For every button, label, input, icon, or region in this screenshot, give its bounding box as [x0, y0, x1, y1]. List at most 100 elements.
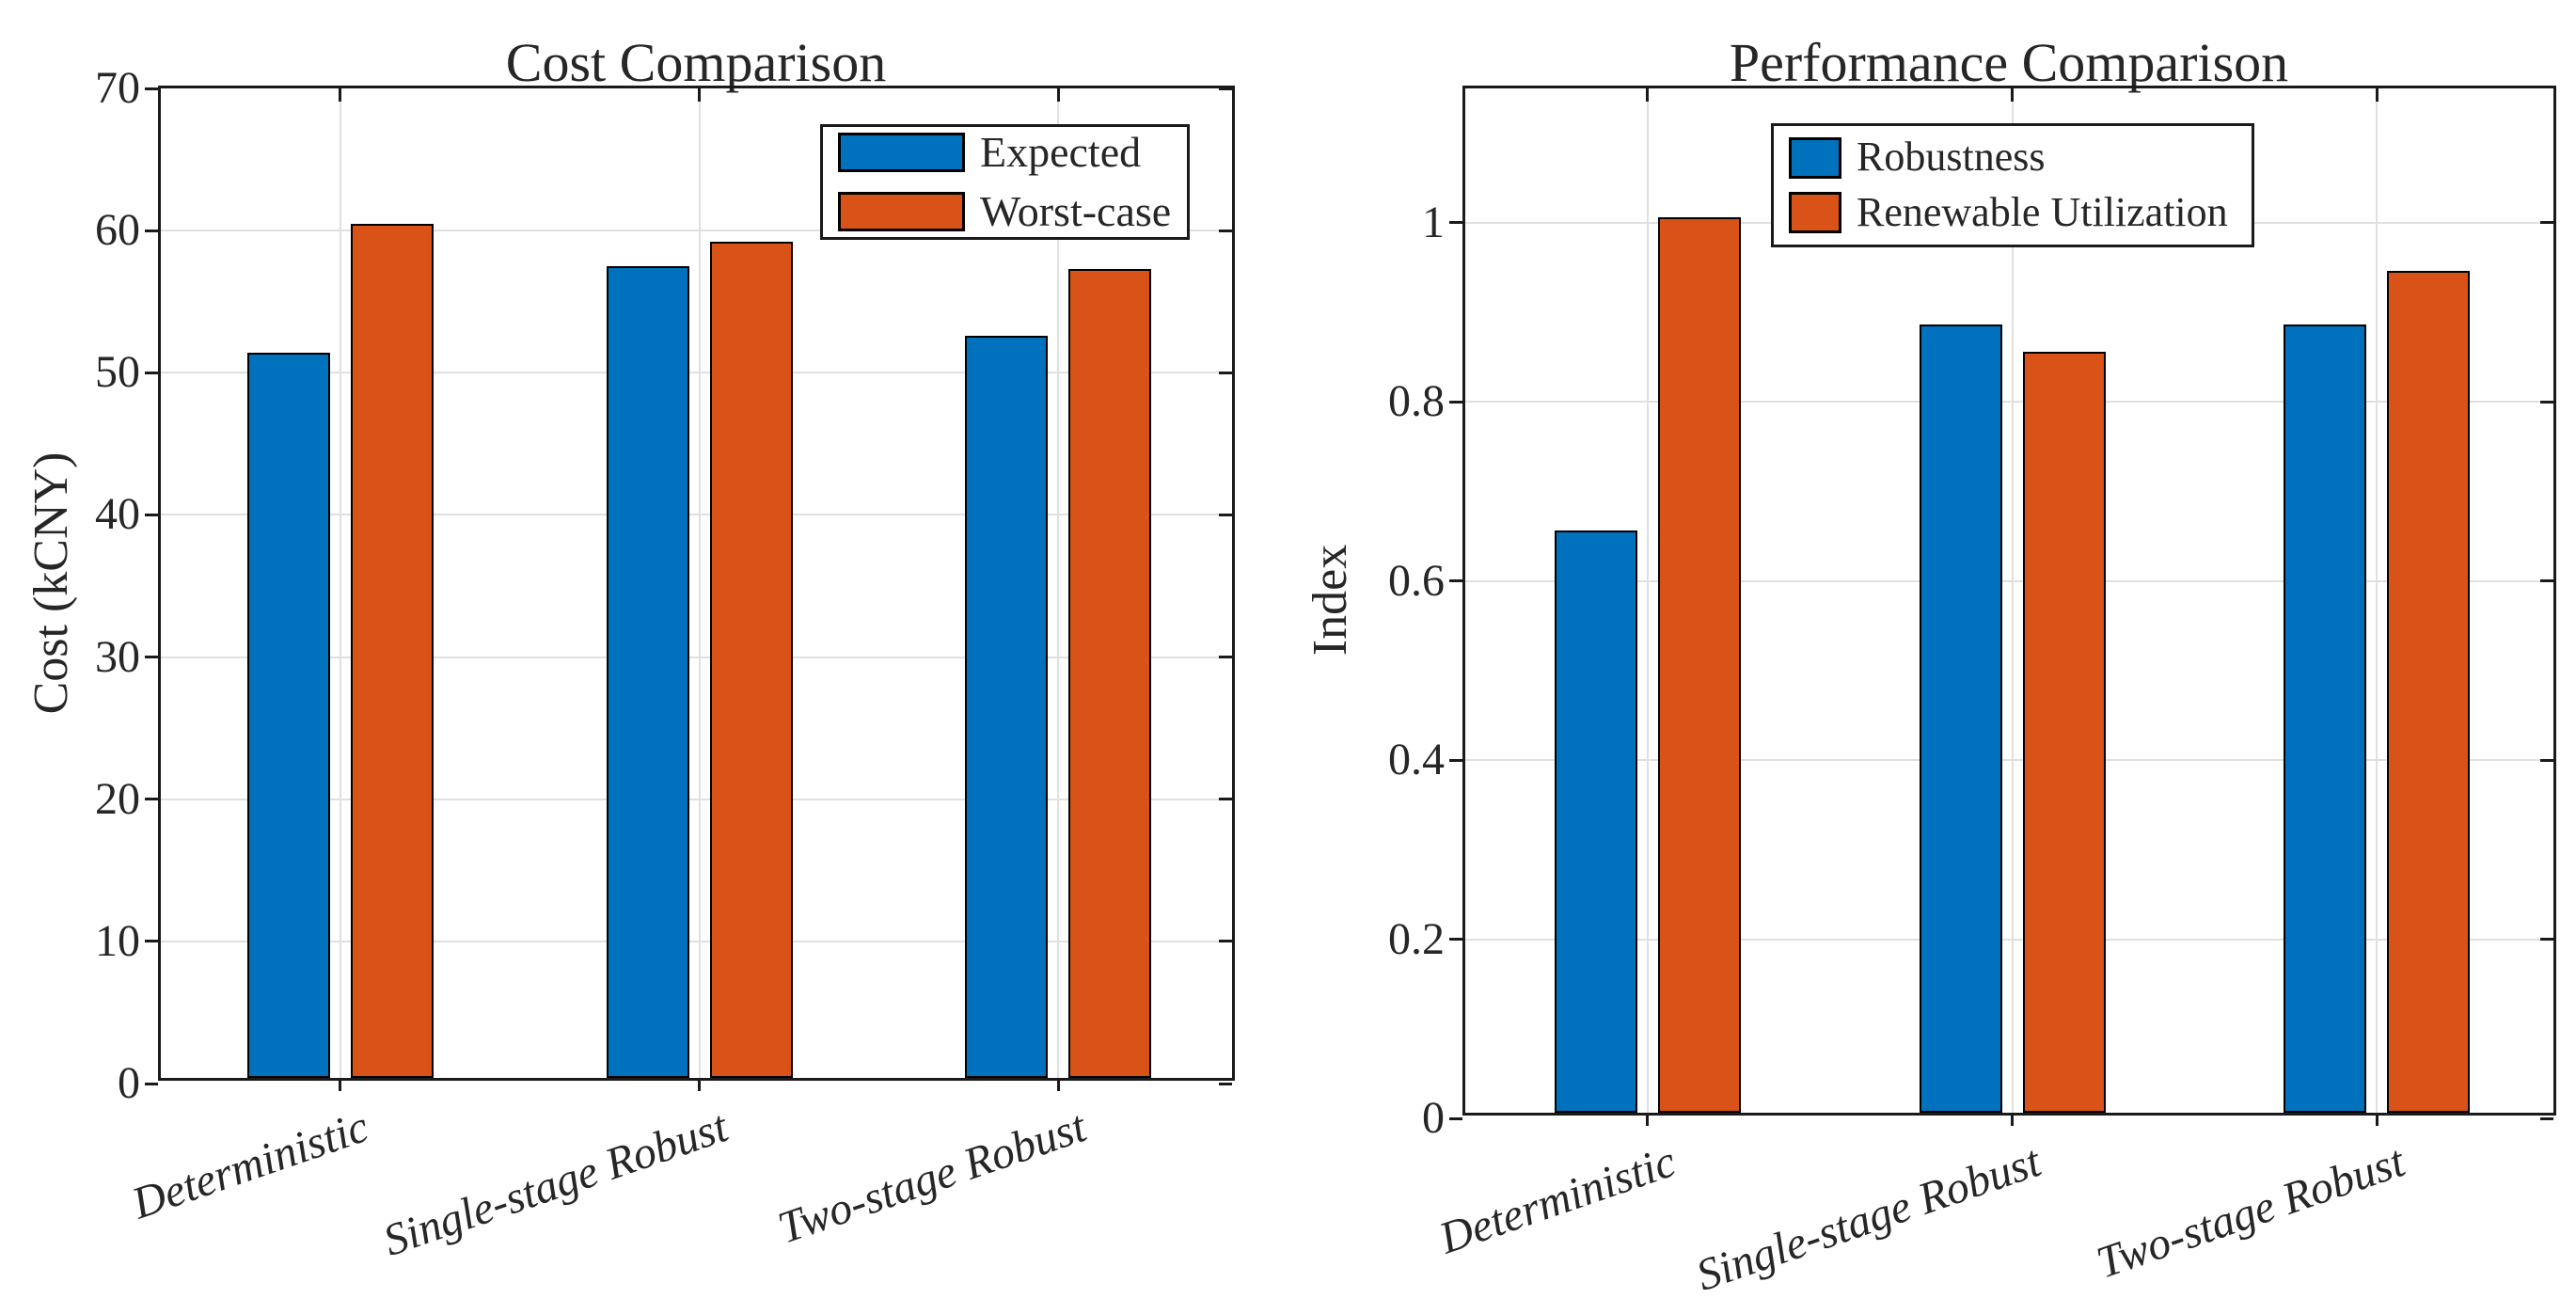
- y-axis-label: Cost (kCNY): [24, 451, 78, 715]
- x-tick-label: Deterministic: [1432, 1136, 1683, 1264]
- gridline-horizontal: [1465, 579, 2553, 582]
- y-tick-mark-right: [2540, 221, 2553, 225]
- y-tick-label: 0.4: [1388, 735, 1445, 785]
- y-tick-label: 60: [95, 205, 140, 256]
- y-tick-mark: [1449, 400, 1462, 404]
- y-axis-label: Index: [1304, 544, 1357, 657]
- legend-swatch-renewable-utilization: [1789, 192, 1841, 234]
- legend-swatch-worst-case: [838, 191, 965, 231]
- x-tick-mark: [1646, 1113, 1650, 1126]
- bar-worst-case-two-stage-robust: [1068, 269, 1152, 1078]
- x-tick-mark: [698, 1078, 701, 1091]
- y-tick-mark-right: [2540, 400, 2553, 404]
- y-tick-label: 30: [95, 631, 140, 682]
- legend-label: Renewable Utilization: [1857, 189, 2228, 235]
- gridline-horizontal: [161, 798, 1232, 800]
- bar-robustness-two-stage-robust: [2284, 325, 2367, 1113]
- legend-label: Robustness: [1857, 134, 2046, 181]
- y-tick-mark-right: [2540, 938, 2553, 942]
- y-tick-mark: [145, 656, 158, 659]
- x-tick-mark: [339, 1078, 342, 1091]
- chart-title: Cost Comparison: [505, 32, 887, 93]
- legend-item: Expected: [838, 128, 1172, 178]
- y-tick-mark: [145, 371, 158, 374]
- y-tick-label: 10: [95, 915, 140, 966]
- legend-label: Worst-case: [980, 186, 1172, 235]
- gridline-horizontal: [161, 230, 1232, 232]
- x-tick-label: Two-stage Robust: [772, 1101, 1093, 1254]
- bar-robustness-deterministic: [1554, 530, 1637, 1113]
- y-tick-mark: [1449, 221, 1462, 225]
- gridline-horizontal: [161, 940, 1232, 942]
- y-tick-mark-right: [1219, 229, 1232, 232]
- x-tick-mark: [2375, 1113, 2378, 1126]
- bar-renewable-utilization-two-stage-robust: [2387, 270, 2471, 1113]
- legend-item: Worst-case: [838, 187, 1172, 237]
- y-tick-mark-right: [2540, 579, 2553, 583]
- y-tick-mark: [145, 940, 158, 943]
- bar-worst-case-deterministic: [350, 223, 434, 1078]
- y-tick-label: 0: [1422, 1093, 1445, 1143]
- x-tick-label: Single-stage Robust: [376, 1101, 734, 1266]
- bar-worst-case-single-stage-robust: [709, 242, 793, 1078]
- legend-item: Renewable Utilization: [1789, 189, 2236, 237]
- y-tick-label: 40: [95, 489, 140, 540]
- y-tick-mark: [145, 87, 158, 90]
- legend-item: Robustness: [1789, 134, 2236, 182]
- x-tick-mark-top: [2011, 88, 2014, 102]
- y-tick-label: 0.8: [1388, 376, 1445, 427]
- y-tick-mark: [145, 229, 158, 232]
- y-tick-mark-right: [2540, 1116, 2553, 1120]
- gridline-horizontal: [161, 514, 1232, 516]
- plot-area: 0 10 20 30 40 50 60 70 Deterministic Single-stage…: [95, 66, 1235, 1266]
- y-tick-mark-right: [1219, 1082, 1232, 1085]
- gridline-horizontal: [161, 372, 1232, 374]
- y-tick-label: 20: [95, 773, 140, 824]
- legend: Expected Worst-case: [820, 124, 1190, 240]
- y-tick-mark: [1449, 758, 1462, 762]
- legend-label: Expected: [980, 127, 1142, 176]
- x-tick-mark-top: [698, 88, 701, 102]
- x-tick-label: Single-stage Robust: [1689, 1136, 2047, 1301]
- y-tick-label: 1: [1422, 197, 1445, 247]
- y-tick-mark: [145, 513, 158, 516]
- gridline-vertical: [1646, 88, 1649, 1113]
- x-tick-mark-top: [1056, 88, 1060, 102]
- gridline-horizontal: [1465, 221, 2553, 224]
- gridline-vertical: [2011, 88, 2014, 1113]
- gridline-horizontal: [1465, 938, 2553, 941]
- y-tick-mark-right: [1219, 371, 1232, 374]
- y-tick-mark-right: [1219, 513, 1232, 516]
- y-tick-mark: [145, 1082, 158, 1085]
- x-tick-mark: [1056, 1078, 1060, 1091]
- y-tick-mark-right: [1219, 656, 1232, 659]
- bar-expected-single-stage-robust: [606, 265, 689, 1078]
- y-tick-mark-right: [1219, 798, 1232, 801]
- x-tick-mark-top: [1646, 88, 1650, 102]
- gridline-horizontal: [1465, 401, 2553, 404]
- y-tick-mark-right: [1219, 940, 1232, 943]
- y-tick-label: 0: [118, 1058, 140, 1108]
- y-tick-mark: [1449, 579, 1462, 583]
- plot-area: 0 0.2 0.4 0.6 0.8 1 Deterministic Single-stage …: [1388, 86, 2556, 1301]
- y-tick-label: 70: [95, 63, 140, 113]
- legend-swatch-robustness: [1789, 136, 1841, 179]
- bar-renewable-utilization-deterministic: [1657, 216, 1741, 1113]
- y-tick-label: 50: [95, 347, 140, 398]
- x-tick-mark: [2011, 1113, 2014, 1126]
- y-tick-mark-right: [1219, 87, 1232, 90]
- gridline-vertical: [339, 88, 341, 1078]
- x-tick-mark-top: [2375, 88, 2378, 102]
- gridline-horizontal: [161, 656, 1232, 658]
- y-tick-label: 0.6: [1388, 555, 1445, 606]
- x-tick-mark-top: [339, 88, 342, 102]
- gridline-vertical: [1057, 88, 1060, 1078]
- y-tick-mark-right: [2540, 758, 2553, 762]
- y-tick-mark: [1449, 1116, 1462, 1120]
- legend-swatch-expected: [838, 133, 965, 173]
- y-tick-mark: [1449, 938, 1462, 942]
- bar-expected-two-stage-robust: [965, 336, 1049, 1078]
